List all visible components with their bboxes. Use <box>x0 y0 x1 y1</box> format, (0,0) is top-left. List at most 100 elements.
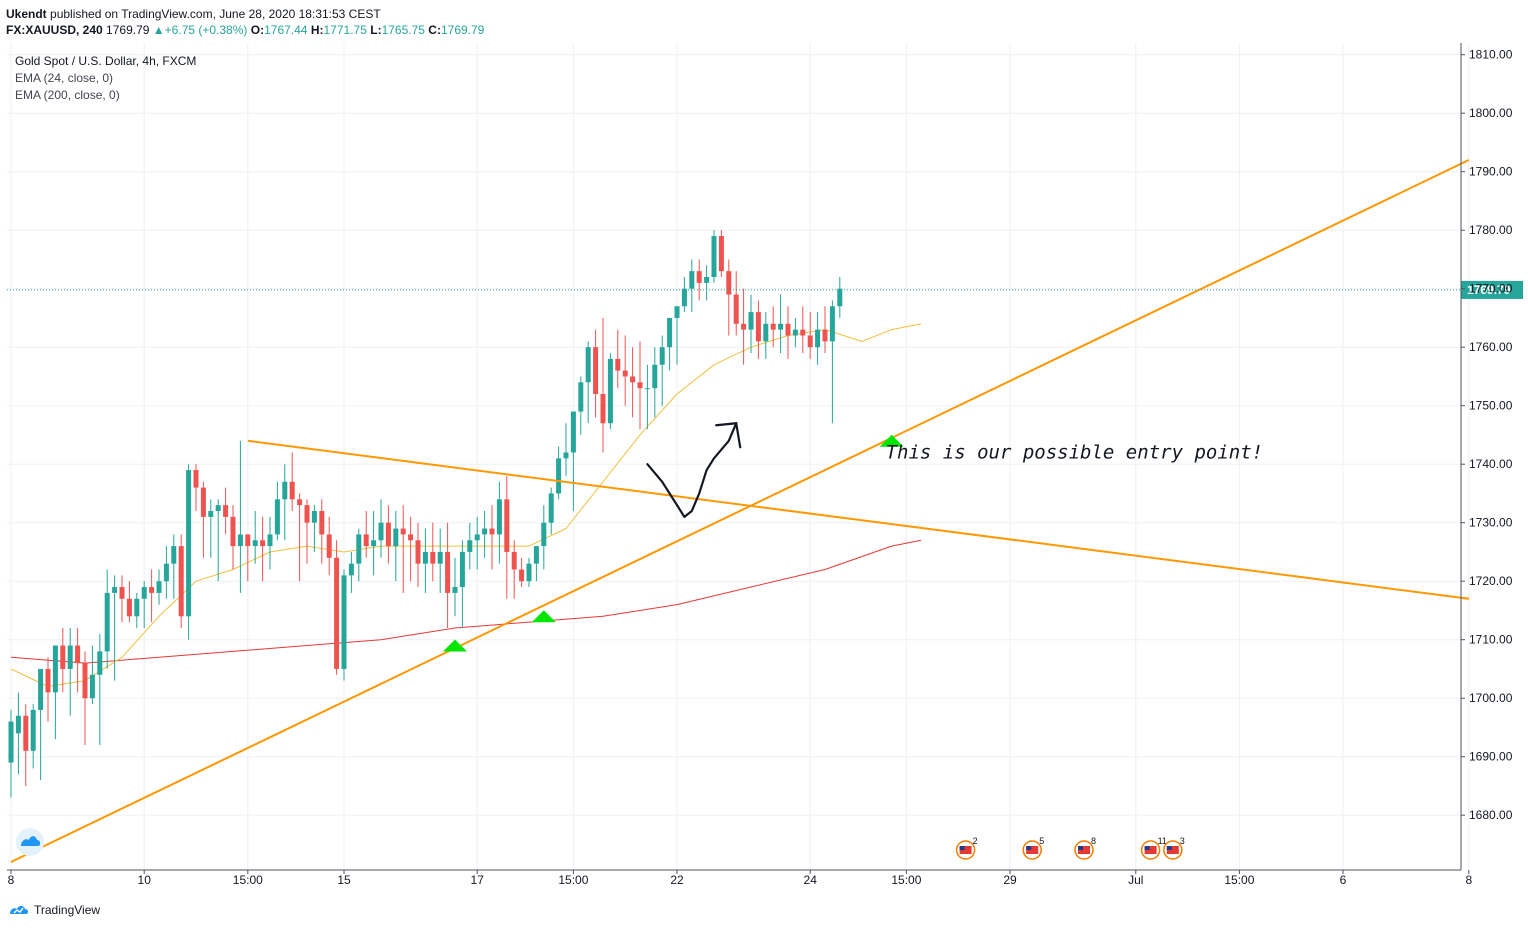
drawn-arrow-path[interactable] <box>646 422 738 518</box>
trendlines[interactable] <box>10 159 1470 863</box>
candle-body <box>178 546 184 617</box>
candle-body <box>837 288 843 307</box>
candle-body <box>607 358 613 424</box>
us-flag-stripes <box>1166 846 1179 854</box>
event-count-label: 2 <box>973 836 978 846</box>
us-flag-stripes <box>1078 846 1090 854</box>
candle-body <box>163 563 169 582</box>
candle-body <box>23 715 29 751</box>
footer-brand-label: TradingView <box>34 903 101 917</box>
candle-body <box>112 587 118 593</box>
candle-body <box>770 323 776 330</box>
annotation-text[interactable]: This is our possible entry point! <box>886 442 1264 464</box>
high-label: H: <box>310 23 324 37</box>
candle-body <box>519 569 525 582</box>
drawn-arrowhead-icon[interactable] <box>715 422 742 449</box>
legend-title: Gold Spot / U.S. Dollar, 4h, FXCM <box>15 54 197 68</box>
us-flag-canton <box>959 846 965 850</box>
candle-body <box>711 236 717 277</box>
candle-body <box>193 470 199 488</box>
candle-body <box>334 557 340 669</box>
us-flag-canton <box>1144 846 1150 850</box>
time-axis[interactable]: 8 10 15:00 15 17 15:00 22 24 15:00 29 Jul 15:00 6 8 <box>7 869 1472 887</box>
author-name[interactable]: Ukendt <box>6 7 47 21</box>
event-flag-icon[interactable]: 8 <box>1074 836 1096 860</box>
legend-ema-24[interactable]: EMA (24, close, 0) <box>15 71 114 85</box>
candle-body <box>230 516 236 547</box>
candle-body <box>615 358 621 371</box>
up-arrow-marker-icon <box>443 639 467 652</box>
candle-body <box>563 452 569 459</box>
x-tick-label: 15:00 <box>1224 873 1254 887</box>
candle-body <box>171 546 177 564</box>
x-tick-label: 22 <box>670 873 684 887</box>
candle-body <box>585 347 591 383</box>
candle-body <box>474 534 480 541</box>
candle-body <box>252 540 258 547</box>
candle-body <box>126 598 132 617</box>
candle-body <box>733 294 739 324</box>
hand-drawn-arrow[interactable] <box>646 422 742 518</box>
y-tick-label: 1770.00 <box>1469 282 1513 296</box>
candle-body <box>556 458 562 494</box>
economic-events[interactable]: 2 5 8 11 3 <box>16 828 1185 860</box>
publish-header: Ukendt published on TradingView.com, Jun… <box>6 6 381 22</box>
x-tick-label: 17 <box>471 873 485 887</box>
candle-body <box>785 323 791 336</box>
event-count-label: 8 <box>1091 836 1096 846</box>
candle-body <box>548 493 554 523</box>
tv-cloud-icon <box>21 836 41 846</box>
us-flag-stripes <box>1026 846 1039 854</box>
candle-body <box>637 382 643 389</box>
candle-body <box>667 317 673 348</box>
last-price-tag <box>1461 280 1523 299</box>
us-flag-stripes <box>959 846 972 854</box>
event-flag-icon[interactable]: 3 <box>1163 836 1185 860</box>
event-flag-icon[interactable]: 11 <box>1140 836 1167 860</box>
candle-body <box>341 575 347 669</box>
us-flag-canton <box>1078 846 1083 850</box>
candle-body <box>622 370 628 377</box>
trendline-extension[interactable] <box>1460 596 1469 600</box>
candle-body <box>60 645 66 669</box>
y-tick-label: 1730.00 <box>1469 516 1513 530</box>
candle-body <box>778 323 784 330</box>
x-tick-label: 15:00 <box>558 873 588 887</box>
y-tick-label: 1760.00 <box>1469 340 1513 354</box>
y-tick-label: 1700.00 <box>1469 691 1513 705</box>
candle-body <box>504 499 510 552</box>
candle-body <box>393 528 399 547</box>
candle-body <box>696 271 702 283</box>
candle-body <box>237 534 243 547</box>
trendline[interactable] <box>247 439 1469 600</box>
x-tick-label: 8 <box>1465 873 1472 887</box>
candle-body <box>304 505 310 523</box>
us-flag-canton <box>1166 846 1172 850</box>
y-tick-label: 1750.00 <box>1469 399 1513 413</box>
y-tick-label: 1780.00 <box>1469 223 1513 237</box>
close-label: C: <box>428 23 441 37</box>
ema-24-path <box>10 323 922 687</box>
annotation-layer[interactable]: This is our possible entry point! <box>886 442 1264 464</box>
candle-body <box>104 592 110 652</box>
candle-body <box>223 505 229 517</box>
legend-ema-200[interactable]: EMA (200, close, 0) <box>15 88 120 102</box>
candle-body <box>763 323 769 342</box>
y-tick-label: 1790.00 <box>1469 165 1513 179</box>
change-value: +6.75 (+0.38%) <box>164 23 248 37</box>
price-axis[interactable]: 1680.00 1690.00 1700.00 1710.00 1720.00 1730.… <box>1460 43 1513 870</box>
candle-body <box>363 534 369 547</box>
footer-brand[interactable]: TradingView <box>8 903 100 917</box>
event-flag-icon[interactable]: 5 <box>1022 836 1044 860</box>
candle-body <box>511 551 517 570</box>
x-tick-label: 15:00 <box>891 873 921 887</box>
candle-body <box>45 668 51 693</box>
event-flag-icon[interactable]: 2 <box>955 836 978 860</box>
candle-body <box>659 347 665 365</box>
x-tick-label: 29 <box>1003 873 1017 887</box>
candle-body <box>400 528 406 535</box>
trendline[interactable] <box>10 159 1470 863</box>
candle-body <box>741 323 747 330</box>
candle-body <box>459 551 465 588</box>
